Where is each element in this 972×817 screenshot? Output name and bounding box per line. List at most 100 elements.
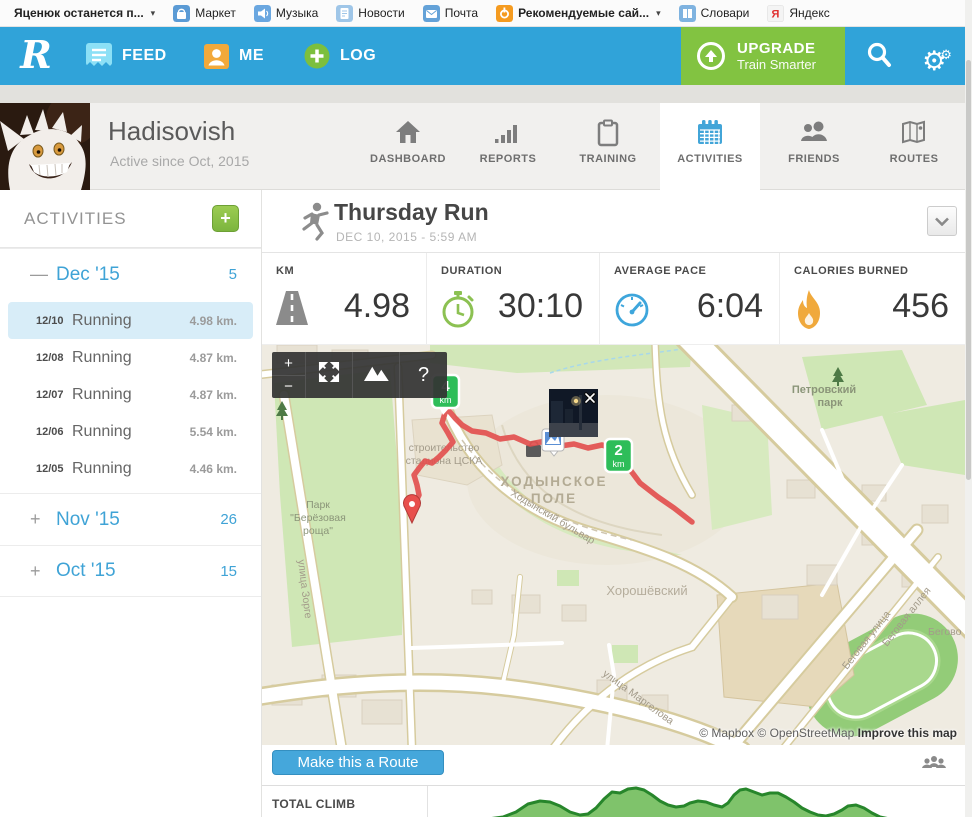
stat-distance: KM 4.98	[262, 253, 427, 344]
zoom-in-button[interactable]: +	[272, 352, 305, 376]
yandex-icon: Я	[767, 4, 785, 22]
home-icon	[358, 119, 458, 149]
bookmark-market[interactable]: Маркет	[165, 2, 244, 24]
tab-activities[interactable]: ACTIVITIES	[660, 103, 760, 191]
map-label: роща"	[303, 525, 333, 537]
tab-training[interactable]: TRAINING	[558, 103, 658, 190]
activity-date: DEC 10, 2015 - 5:59 AM	[336, 230, 478, 244]
bookmark-folder[interactable]: Яценюк останется п... ▾	[14, 6, 156, 20]
bookmark-music[interactable]: Музыка	[246, 2, 326, 24]
fullscreen-button[interactable]	[306, 352, 353, 398]
elevation-area	[491, 786, 888, 817]
map-label: ХОДЫНСКОЕ	[500, 474, 607, 489]
map-label: Петровский	[792, 384, 856, 396]
activity-list-item[interactable]: 12/05 Running 4.46 km.	[36, 459, 237, 477]
tab-friends[interactable]: FRIENDS	[764, 103, 864, 190]
zoom-out-button[interactable]: −	[272, 376, 305, 399]
tab-routes[interactable]: ROUTES	[864, 103, 964, 190]
map-label: парк	[818, 397, 843, 409]
month-dec-15[interactable]: — Dec '15 5	[0, 248, 261, 300]
runkeeper-logo[interactable]: R	[20, 32, 52, 77]
activity-list-item[interactable]: 12/06 Running 5.54 km.	[36, 422, 237, 440]
month-count: 15	[220, 562, 237, 580]
flame-icon	[798, 290, 820, 329]
me-icon	[204, 43, 229, 69]
svg-text:km: km	[440, 395, 452, 405]
activities-sidebar: ACTIVITIES + — Dec '15 5 12/10 Running 4…	[0, 190, 262, 817]
nav-log[interactable]: LOG	[304, 27, 376, 85]
mountains-icon	[364, 366, 389, 381]
activity-list-item[interactable]: 12/08 Running 4.87 km.	[36, 348, 237, 366]
browser-scrollbar[interactable]	[965, 0, 972, 817]
map-label: Бегово	[928, 626, 962, 638]
up-arrow-icon	[697, 42, 725, 70]
help-button[interactable]: ?	[400, 352, 447, 398]
people-group-icon[interactable]	[921, 753, 947, 773]
terrain-button[interactable]	[353, 352, 400, 398]
activity-detail: Thursday Run DEC 10, 2015 - 5:59 AM KM 4…	[262, 190, 965, 817]
month-oct-15[interactable]: + Oct '15 15	[0, 545, 261, 597]
dictionary-icon	[678, 4, 696, 22]
routes-map-icon	[864, 119, 964, 149]
tab-reports[interactable]: REPORTS	[458, 103, 558, 190]
calendar-icon	[660, 119, 760, 149]
bookmark-mail[interactable]: Почта	[415, 2, 486, 24]
route-end-pin	[403, 494, 421, 525]
profile-header: Hadisovish Active since Oct, 2015 DASHBO…	[0, 103, 965, 191]
improve-map-link[interactable]: Improve this map	[857, 726, 957, 740]
add-activity-button[interactable]: +	[212, 205, 239, 232]
activity-options-button[interactable]	[927, 206, 957, 236]
total-climb-label: TOTAL CLIMB	[272, 797, 356, 811]
stopwatch-icon	[442, 291, 474, 328]
plus-icon	[304, 43, 330, 69]
month-nov-15[interactable]: + Nov '15 26	[0, 493, 261, 545]
expand-icon: +	[30, 560, 41, 581]
bookmark-dictionaries[interactable]: Словари	[671, 2, 758, 24]
stat-duration: DURATION 30:10	[427, 253, 600, 344]
elevation-section: TOTAL CLIMB	[262, 785, 965, 817]
bookmark-recommended[interactable]: Рекомендуемые сай... ▾	[488, 2, 669, 24]
upgrade-button[interactable]: UPGRADE Train Smarter	[681, 27, 845, 85]
search-icon	[867, 42, 891, 67]
activity-list-item[interactable]: 12/10 Running 4.98 km.	[8, 302, 253, 339]
tab-dashboard[interactable]: DASHBOARD	[358, 103, 458, 190]
month-count: 5	[228, 266, 237, 283]
map-controls: + − ?	[272, 352, 447, 398]
bookmark-yandex[interactable]: Я Яндекс	[759, 2, 837, 24]
route-map[interactable]: строительство стадиона ЦСКА ХОДЫНСКОЕ ПО…	[262, 345, 965, 745]
nav-feed[interactable]: FEED	[86, 27, 167, 85]
bookmark-news[interactable]: Новости	[328, 2, 412, 24]
feed-icon	[86, 43, 112, 69]
route-actions: Make this a Route	[262, 745, 965, 785]
make-route-button[interactable]: Make this a Route	[272, 750, 444, 775]
stats-bar: KM 4.98 DURATION 30:10 AVERAGE PACE 6:04…	[262, 253, 965, 345]
clipboard-icon	[558, 119, 658, 149]
expand-icon: +	[30, 509, 41, 529]
map-label: Парк	[306, 499, 330, 511]
scrollbar-thumb[interactable]	[966, 60, 971, 480]
km-marker-2[interactable]: 2 km	[603, 437, 634, 474]
top-nav: R FEED ME LOG UPGRADE Train Smarter ⚙⚙	[0, 27, 972, 113]
attribution-text: © Mapbox © OpenStreetMap	[699, 726, 855, 740]
news-icon	[336, 4, 354, 22]
map-label: стадиона ЦСКА	[406, 455, 483, 467]
browser-bookmarks-bar: Яценюк останется п... ▾ Маркет Музыка Нов…	[0, 0, 972, 27]
search-button[interactable]	[862, 41, 896, 71]
caret-down-icon: ▾	[150, 7, 156, 18]
map-attribution: © Mapbox © OpenStreetMap Improve this ma…	[699, 726, 957, 740]
svg-text:km: km	[613, 459, 625, 469]
activity-list-item[interactable]: 12/07 Running 4.87 km.	[36, 385, 237, 403]
bar-chart-icon	[458, 119, 558, 149]
stat-average-pace: AVERAGE PACE 6:04	[600, 253, 780, 344]
activity-title: Thursday Run	[334, 199, 489, 225]
nav-me[interactable]: ME	[204, 27, 264, 85]
fullscreen-icon	[318, 361, 340, 383]
map-label: "Берёзовая	[290, 512, 346, 524]
svg-text:2: 2	[614, 442, 622, 459]
settings-button[interactable]: ⚙⚙	[920, 41, 954, 75]
caret-down-icon: ▾	[656, 7, 661, 18]
profile-name: Hadisovish	[108, 116, 236, 146]
gear-icon: ⚙⚙	[922, 46, 952, 76]
svg-text:Я: Я	[772, 8, 780, 20]
photo-close-icon[interactable]	[584, 392, 596, 404]
